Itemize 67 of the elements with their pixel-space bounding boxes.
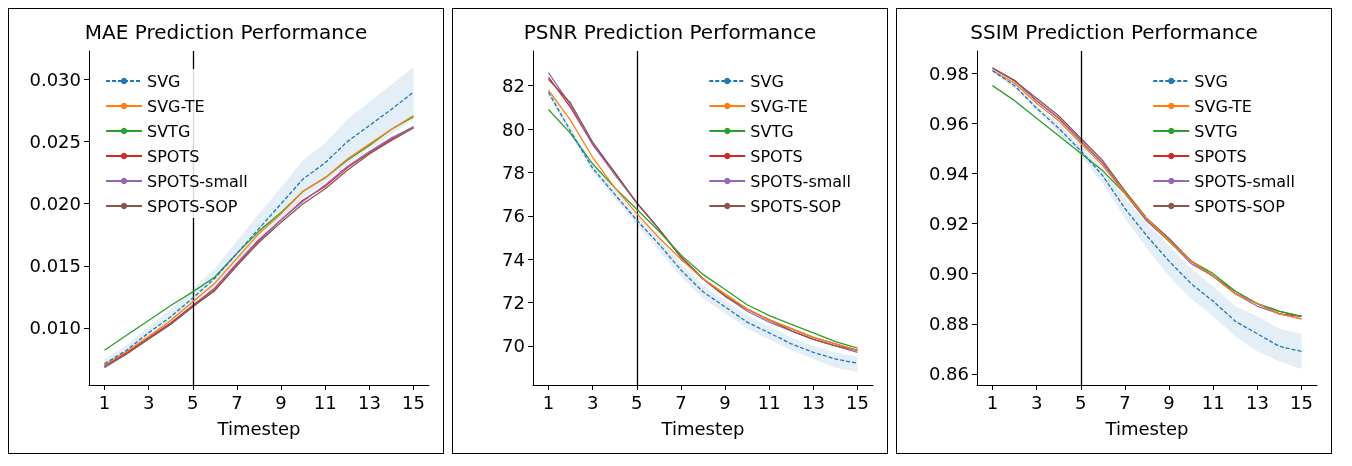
x-tick-label: 1: [98, 391, 111, 413]
y-tick-label: 0.030: [29, 69, 81, 91]
x-tick-label: 5: [1075, 391, 1087, 413]
legend-label: SVTG: [1194, 121, 1238, 141]
x-tick-label: 5: [631, 391, 643, 413]
legend-label: SPOTS: [147, 146, 200, 166]
x-tick-label: 11: [757, 391, 781, 413]
legend-label: SPOTS-small: [147, 171, 248, 191]
chart-title: SSIM Prediction Performance: [970, 20, 1258, 44]
y-tick-label: 0.025: [29, 131, 81, 153]
x-tick-label: 3: [142, 391, 155, 413]
legend-label: SVTG: [147, 121, 191, 141]
x-tick-label: 13: [801, 391, 825, 413]
x-tick-label: 9: [719, 391, 731, 413]
x-tick-label: 15: [846, 391, 869, 413]
legend-label: SVTG: [750, 121, 794, 141]
x-tick-label: 11: [1201, 391, 1225, 413]
legend-label: SVG-TE: [1194, 96, 1252, 116]
y-tick-label: 0.86: [928, 363, 969, 385]
legend-label: SVG: [750, 71, 784, 91]
legend-label: SPOTS: [750, 146, 803, 166]
y-tick-label: 78: [502, 161, 525, 183]
x-tick-label: 9: [275, 391, 287, 413]
y-tick-label: 0.90: [928, 263, 969, 285]
y-tick-label: 74: [502, 248, 525, 270]
x-tick-label: 7: [675, 391, 687, 413]
y-tick-label: 0.88: [928, 313, 969, 335]
x-tick-label: 15: [402, 391, 425, 413]
legend-label: SPOTS-SOP: [750, 196, 842, 216]
x-tick-label: 3: [1030, 391, 1043, 413]
x-tick-label: 7: [1119, 391, 1131, 413]
legend-label: SPOTS: [1194, 146, 1247, 166]
y-tick-label: 0.98: [928, 62, 969, 84]
x-tick-label: 11: [313, 391, 337, 413]
x-tick-label: 5: [187, 391, 199, 413]
x-axis-title: Timestep: [1104, 417, 1189, 439]
y-tick-label: 0.015: [29, 255, 81, 277]
x-tick-label: 1: [542, 391, 555, 413]
x-tick-label: 3: [586, 391, 599, 413]
y-tick-label: 70: [502, 335, 525, 357]
y-tick-label: 80: [502, 118, 525, 140]
y-tick-label: 82: [502, 75, 525, 97]
x-tick-label: 13: [1245, 391, 1269, 413]
x-tick-label: 15: [1290, 391, 1313, 413]
y-tick-label: 0.96: [928, 112, 969, 134]
y-tick-label: 72: [502, 292, 525, 314]
legend-label: SPOTS-small: [750, 171, 851, 191]
x-tick-label: 13: [357, 391, 381, 413]
y-tick-label: 0.94: [928, 162, 969, 184]
legend-label: SVG: [147, 71, 181, 91]
y-tick-label: 0.020: [29, 193, 81, 215]
chart-title: PSNR Prediction Performance: [523, 20, 817, 44]
x-tick-label: 1: [986, 391, 999, 413]
legend-label: SVG-TE: [147, 96, 205, 116]
chart-title: MAE Prediction Performance: [84, 20, 368, 44]
legend-label: SVG: [1194, 71, 1228, 91]
legend-label: SPOTS-SOP: [147, 196, 238, 216]
y-tick-label: 76: [502, 205, 525, 227]
x-tick-label: 9: [1163, 391, 1175, 413]
legend-label: SVG-TE: [750, 96, 808, 116]
y-tick-label: 0.010: [29, 317, 81, 339]
x-tick-label: 7: [231, 391, 243, 413]
x-axis-title: Timestep: [216, 417, 301, 439]
x-axis-title: Timestep: [660, 417, 745, 439]
legend-label: SPOTS-small: [1194, 171, 1295, 191]
y-tick-label: 0.92: [928, 213, 969, 235]
legend-label: SPOTS-SOP: [1194, 196, 1286, 216]
